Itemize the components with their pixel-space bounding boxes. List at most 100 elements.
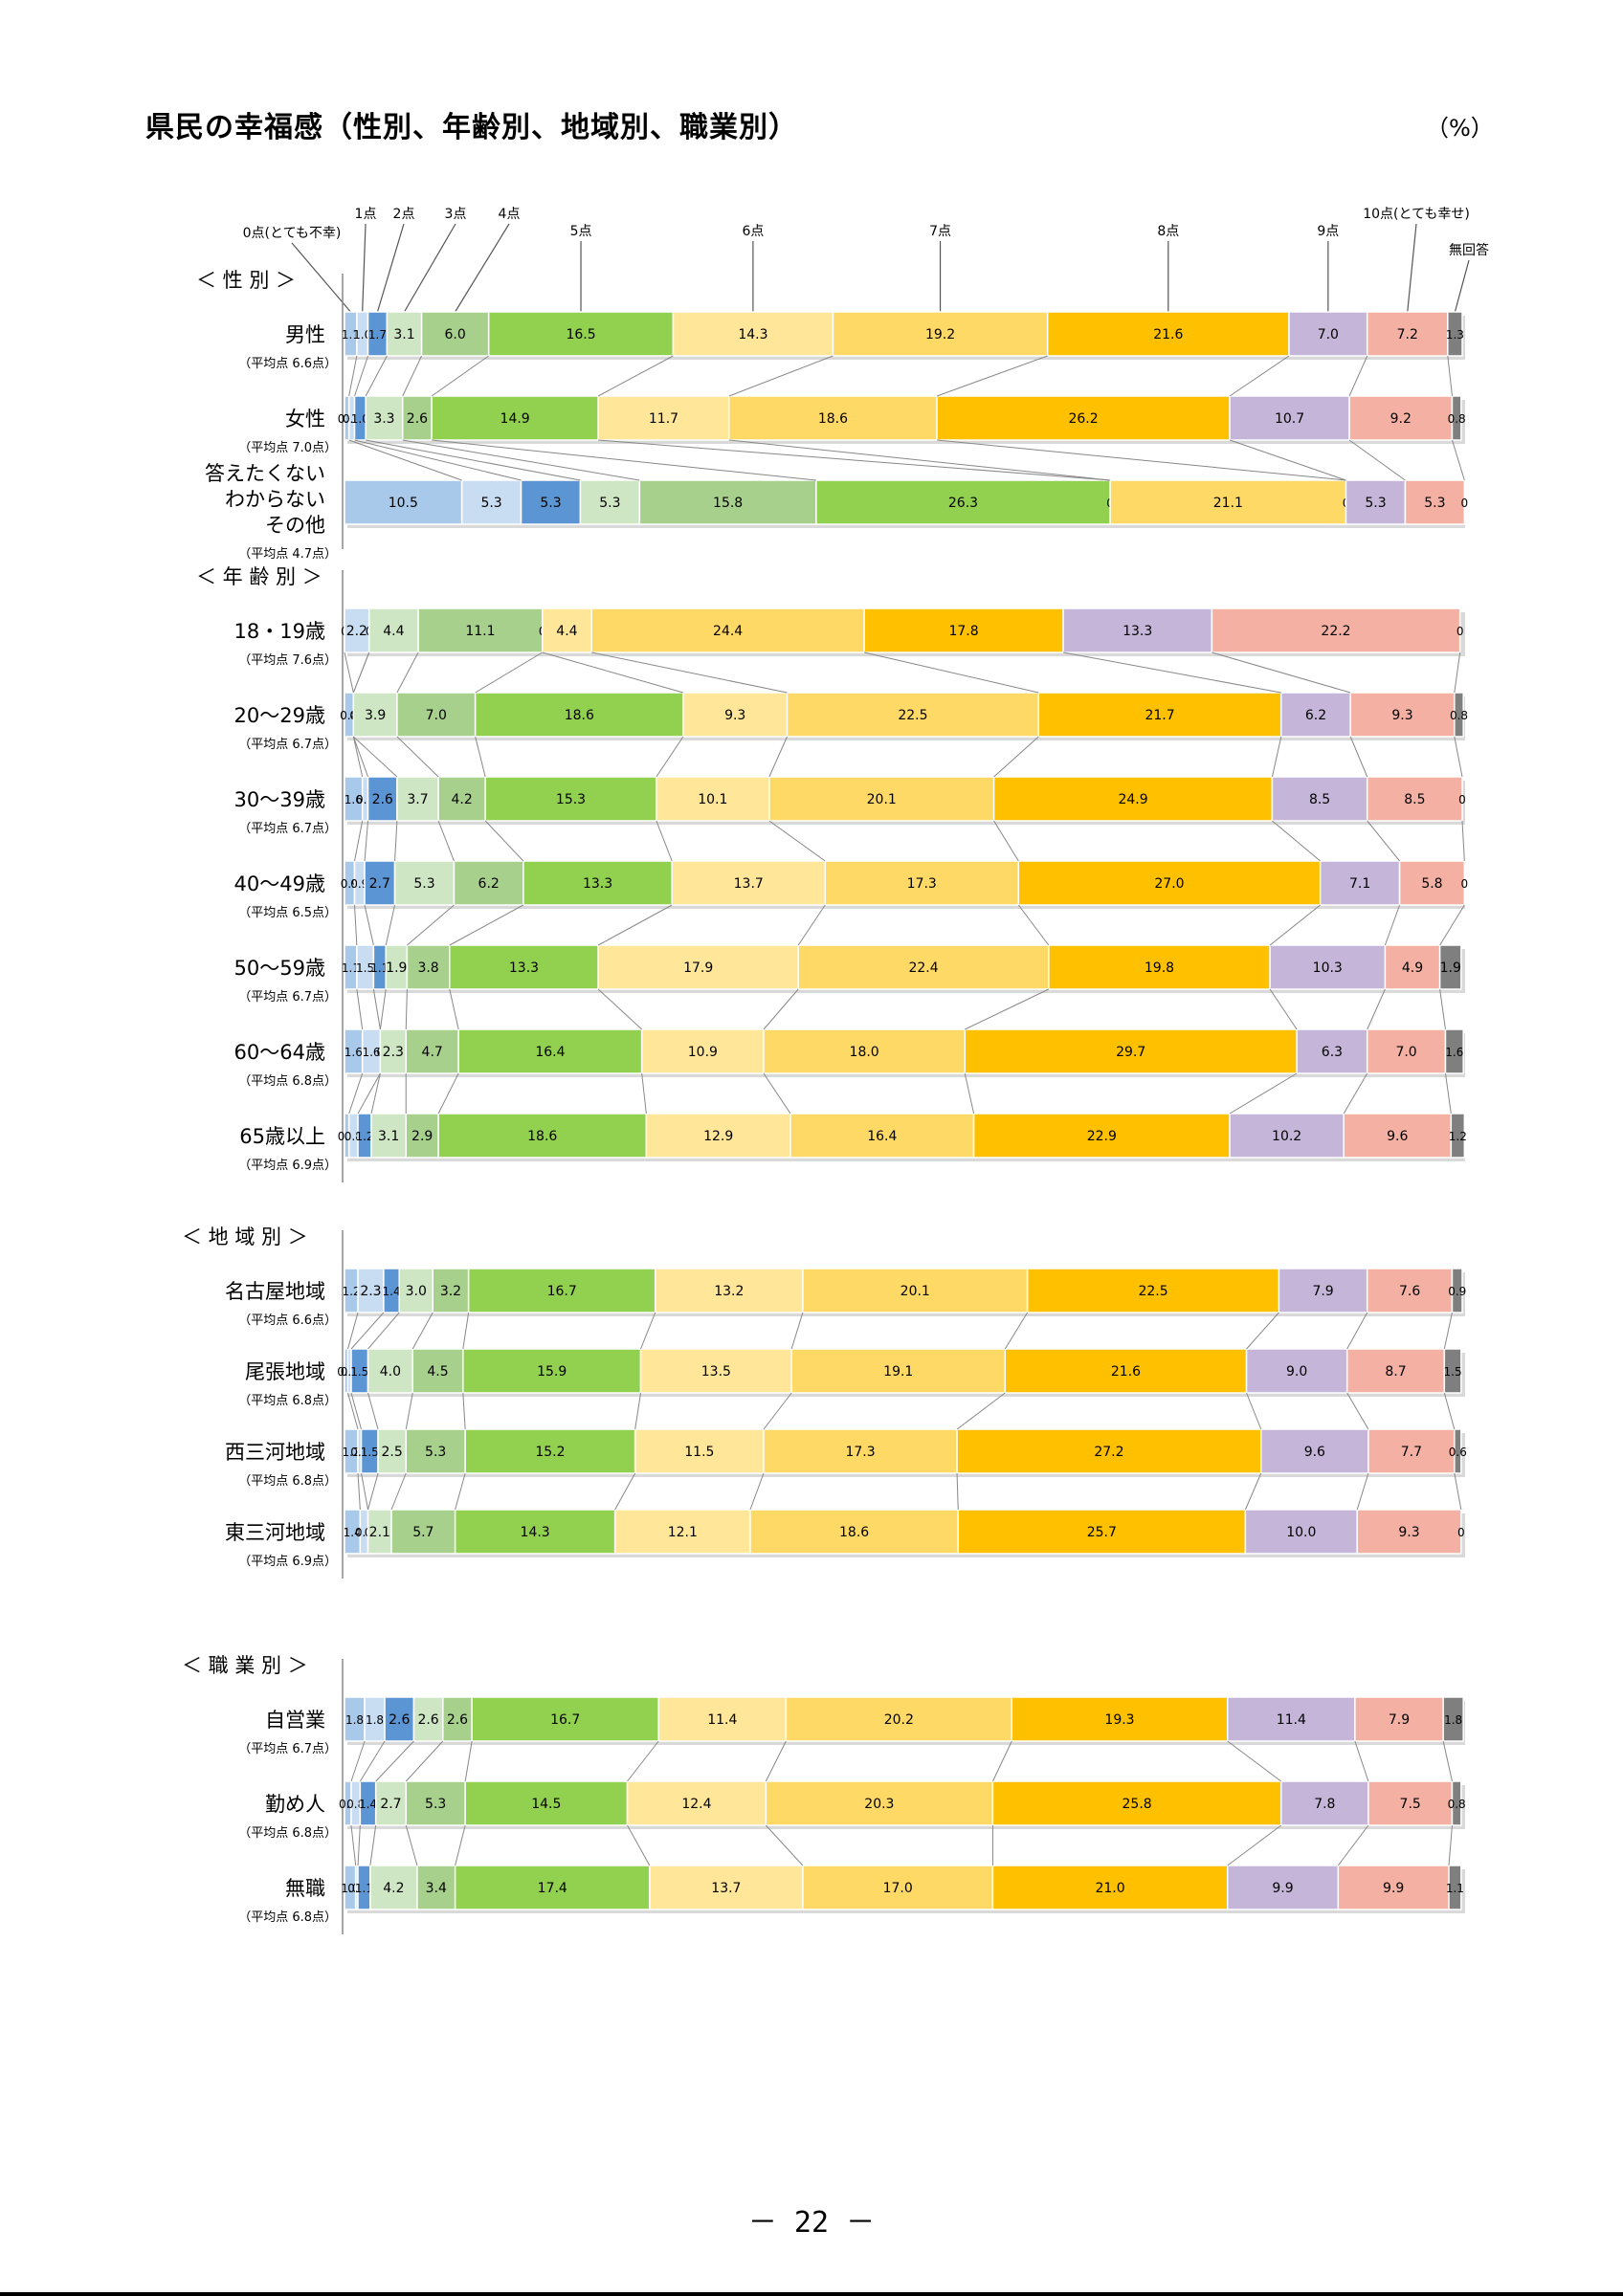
data-label: 7.5: [1400, 1797, 1421, 1812]
row-label: 20～29歳: [234, 704, 325, 727]
bar-segment: [728, 395, 938, 441]
data-label: 7.2: [1397, 327, 1418, 342]
data-label: 6.2: [478, 876, 500, 892]
bar-segment: [390, 1509, 456, 1555]
bar-segment: [1404, 479, 1466, 525]
data-label: 19.1: [883, 1364, 913, 1380]
row-label: 東三河地域: [225, 1521, 325, 1544]
bar-segment: [449, 944, 599, 990]
bar-segment: [597, 395, 730, 441]
bar-segment: [1451, 395, 1462, 441]
row-average: （平均点 6.7点）: [238, 1742, 337, 1756]
bar-segment: [991, 1865, 1229, 1910]
data-label: 6.0: [444, 327, 465, 342]
bar-segment: [972, 1113, 1231, 1159]
data-label: 7.0: [426, 708, 447, 723]
data-label: 1.2: [1449, 1130, 1467, 1143]
connector-line: [1246, 1392, 1262, 1430]
row-average: （平均点 6.6点）: [238, 1314, 337, 1328]
connector-line: [405, 1824, 418, 1866]
data-label: 17.3: [907, 876, 937, 892]
data-label: 9.3: [1391, 708, 1412, 723]
connector-line: [1367, 820, 1400, 862]
bar-segment: [1451, 1780, 1462, 1826]
legend-label: 8点: [1157, 224, 1179, 239]
data-label: 1.2: [342, 1285, 360, 1298]
data-label: 8.7: [1385, 1364, 1406, 1380]
data-label: 16.4: [867, 1129, 897, 1144]
connector-line: [405, 988, 408, 1030]
data-label: 19.3: [1104, 1712, 1134, 1728]
data-label: 1.1: [355, 1882, 373, 1895]
bar-segment: [1278, 1268, 1368, 1314]
bar-segment: [1288, 311, 1368, 357]
bar-segment: [1451, 1268, 1463, 1314]
data-label: 2.9: [411, 1129, 433, 1144]
bar-segment: [377, 1428, 407, 1474]
bar-segment: [649, 1865, 804, 1910]
connector-line: [1227, 1740, 1282, 1782]
data-label: 16.7: [547, 1284, 577, 1299]
connector-line: [765, 1740, 787, 1782]
connector-line: [597, 904, 673, 946]
bar-segment: [374, 1780, 407, 1826]
bar-segment: [1037, 692, 1282, 738]
data-label: 4.2: [383, 1881, 404, 1896]
connector-line: [1271, 736, 1282, 778]
data-label: 1.5: [356, 961, 374, 975]
connector-line: [790, 1312, 804, 1350]
data-label: 5.7: [412, 1525, 434, 1540]
data-label: 1.6: [345, 793, 363, 806]
bar-segment: [384, 1696, 415, 1742]
connector-line: [385, 904, 396, 946]
legend-label: 3点: [445, 207, 467, 222]
data-label: 11.4: [1277, 1712, 1306, 1728]
unit-label: （%）: [1426, 115, 1494, 142]
data-label: 2.6: [389, 1712, 410, 1728]
legend-leader-line: [1407, 223, 1417, 313]
connector-line: [627, 1740, 659, 1782]
bar-segment: [464, 1428, 636, 1474]
connector-line: [1229, 355, 1290, 397]
connector-line: [1356, 1472, 1369, 1511]
data-label: 1.2: [355, 1130, 373, 1143]
connector-line: [1346, 1312, 1368, 1350]
data-label: 18.0: [850, 1045, 879, 1060]
connector-line: [402, 355, 423, 397]
data-label: 15.8: [713, 496, 743, 511]
bar-segment: [1046, 311, 1290, 357]
bar-segment: [367, 607, 419, 653]
legend-leader-line: [455, 223, 510, 313]
connector-line: [396, 651, 419, 694]
row-average: （平均点 6.8点）: [238, 1074, 337, 1089]
data-label: 5.3: [425, 1445, 446, 1460]
row-label: 答えたくない: [205, 462, 325, 485]
data-label: 1.0: [351, 412, 369, 426]
legend-leader-line: [403, 223, 456, 313]
bar-segment: [802, 1865, 994, 1910]
bar-segment: [437, 776, 486, 822]
data-label: 25.8: [1123, 1797, 1152, 1812]
connector-line: [1337, 1824, 1369, 1866]
row-average: （平均点 6.7点）: [238, 990, 337, 1004]
bar-segment: [1444, 1028, 1464, 1074]
connector-line: [1439, 988, 1446, 1030]
data-label: 2.6: [407, 411, 428, 427]
bar-segment: [437, 1113, 648, 1159]
bar-segment: [1367, 1428, 1456, 1474]
data-label: 7.7: [1401, 1445, 1422, 1460]
data-label: 17.3: [845, 1445, 875, 1460]
data-label: 18.6: [839, 1525, 869, 1540]
data-label: 14.9: [500, 411, 530, 427]
bar-segment: [1229, 395, 1350, 441]
data-label: 0.8: [1448, 1798, 1466, 1811]
bar-segment: [639, 1348, 792, 1394]
row-label: その他: [265, 514, 325, 537]
page-title: 県民の幸福感（性別、年齢別、地域別、職業別）: [145, 111, 798, 144]
bar-segment: [520, 479, 582, 525]
connector-line: [1461, 820, 1465, 862]
connector-line: [993, 736, 1039, 778]
bar-segment: [1017, 860, 1322, 906]
data-label: 0.8: [1448, 412, 1466, 426]
legend-label: 無回答: [1449, 242, 1489, 258]
